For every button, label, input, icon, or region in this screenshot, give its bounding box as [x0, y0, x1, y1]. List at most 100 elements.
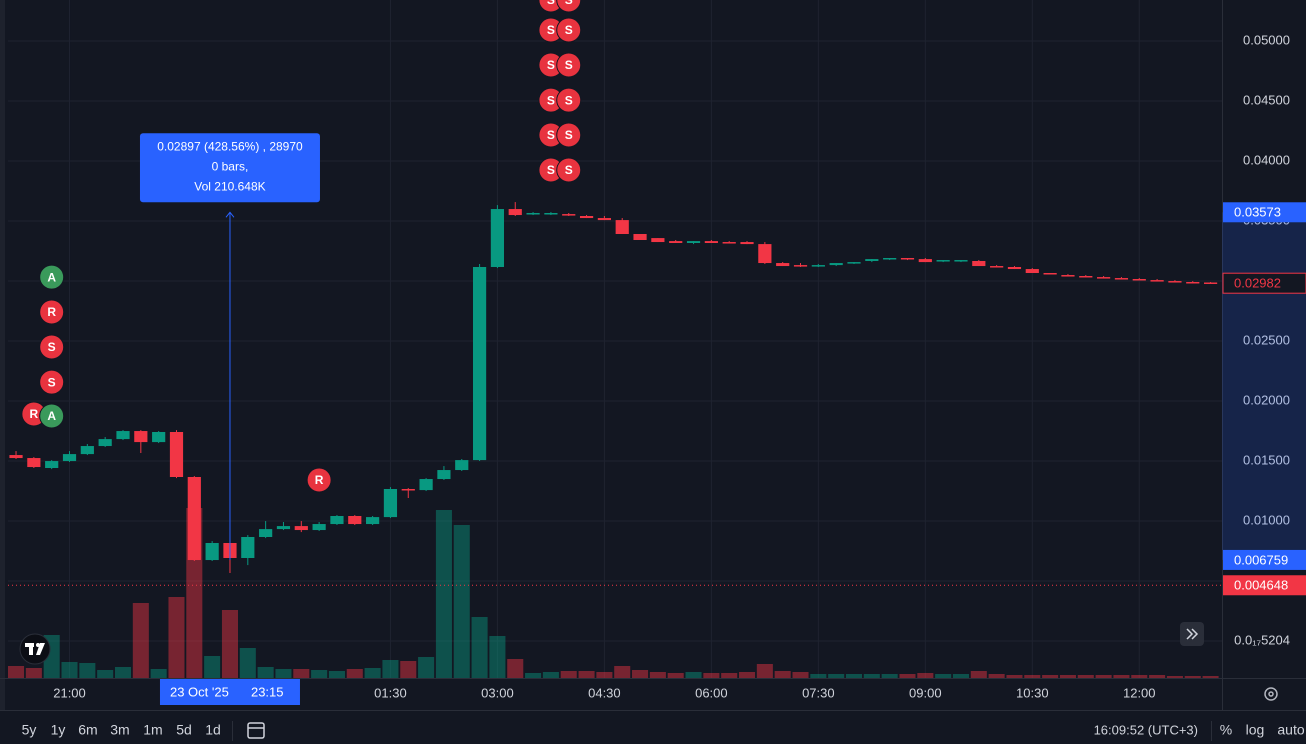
x-tick-label: 21:00: [53, 685, 86, 700]
candle-body: [811, 265, 825, 267]
signal-label: A: [47, 409, 56, 423]
candle-body: [972, 261, 986, 267]
volume-bar: [346, 669, 363, 678]
volume-bar: [614, 666, 631, 678]
scale-option[interactable]: auto: [1277, 722, 1304, 738]
volume-bar: [721, 673, 738, 678]
x-tick-label: 07:30: [802, 685, 835, 700]
volume-bar: [132, 603, 149, 678]
signal-label: S: [547, 23, 555, 37]
gear-center: [1268, 691, 1274, 697]
volume-bar: [400, 661, 417, 678]
price-label-box: [1223, 202, 1306, 223]
volume-bar: [489, 636, 506, 678]
signal-label: S: [547, 58, 555, 72]
toolbar: 16:09:52 (UTC+3) 5y 1y 6m 3m 1m 5d 1d% log auto: [22, 722, 1305, 738]
candle-body: [883, 258, 897, 260]
candle-body: [401, 489, 415, 491]
candle-body: [98, 439, 112, 447]
y-tick-label: 0.04500: [1243, 92, 1290, 107]
range-button[interactable]: 3m: [110, 722, 129, 738]
candle-body: [366, 517, 380, 525]
candle-body: [472, 267, 487, 461]
candle-body: [1150, 280, 1164, 282]
measure-text: 0 bars,: [212, 159, 249, 173]
measure-arrowhead: [225, 211, 235, 218]
volume-layer: [8, 508, 1219, 678]
candle-body: [615, 220, 629, 234]
candle-body: [651, 238, 665, 243]
range-button[interactable]: 1y: [51, 722, 66, 738]
signal-label: S: [547, 163, 555, 177]
calendar-button[interactable]: [247, 722, 265, 739]
gear-icon[interactable]: [1264, 687, 1278, 701]
volume-bar: [239, 648, 256, 678]
volume-bar: [917, 673, 934, 678]
scale-option[interactable]: %: [1220, 722, 1232, 738]
candle-body: [205, 543, 219, 561]
candle-body: [1132, 279, 1146, 281]
tv-logo: [19, 633, 51, 665]
signal-label: A: [47, 270, 56, 284]
candle-body: [954, 260, 968, 262]
candle-body: [918, 259, 932, 263]
candle-body: [865, 259, 879, 261]
x-tick-label: 06:00: [695, 685, 728, 700]
candle-body: [1186, 282, 1200, 284]
candle-body: [259, 529, 273, 537]
range-button[interactable]: 1d: [205, 722, 221, 738]
volume-bar: [810, 674, 827, 678]
signal-marker: [39, 403, 65, 429]
measure-text: Vol 210.648K: [194, 179, 265, 193]
volume-bar: [1184, 676, 1201, 678]
candle-body: [116, 431, 130, 440]
candle-body: [704, 241, 718, 243]
candle-body: [936, 260, 950, 262]
x-tick-label: 01:30: [374, 685, 407, 700]
volume-bar: [114, 667, 132, 678]
volume-bar: [435, 510, 452, 678]
candle-body: [776, 263, 790, 267]
volume-bar: [649, 672, 666, 678]
signal-label: S: [48, 375, 56, 389]
range-button[interactable]: 5d: [176, 722, 192, 738]
volume-bar: [1059, 675, 1076, 678]
settings-button[interactable]: [1264, 687, 1278, 701]
volume-bar: [845, 674, 863, 678]
volume-bar: [1131, 675, 1148, 678]
range-button[interactable]: 5y: [22, 722, 37, 738]
calendar-icon[interactable]: [247, 722, 265, 739]
price-label-box: [1223, 575, 1306, 596]
candle-body: [597, 218, 611, 221]
volume-bar: [935, 674, 952, 678]
volume-bar: [560, 671, 577, 678]
candle-body: [455, 460, 469, 471]
volume-bar: [79, 663, 96, 678]
volume-bar: [1006, 675, 1023, 678]
signal-label: S: [547, 128, 555, 142]
price-label-box: [1223, 549, 1306, 570]
scroll-button[interactable]: [1180, 622, 1204, 646]
volume-bar: [453, 525, 470, 678]
y-tick-label: 0.02000: [1243, 392, 1290, 407]
volume-bar: [275, 669, 292, 678]
volume-bar: [293, 669, 310, 678]
volume-bar: [150, 669, 167, 678]
volume-bar: [97, 670, 114, 678]
volume-bar: [542, 672, 559, 678]
volume-bar: [311, 670, 328, 678]
x-tick-label: 03:00: [481, 685, 514, 700]
scale-option[interactable]: log: [1246, 722, 1265, 738]
range-button[interactable]: 1m: [143, 722, 162, 738]
signal-marker: [39, 299, 65, 325]
signal-label: S: [48, 340, 56, 354]
candle-body: [294, 526, 308, 531]
price-label: 0.03573: [1234, 205, 1281, 220]
volume-bar: [863, 674, 880, 678]
range-button[interactable]: 6m: [78, 722, 97, 738]
candle-body: [1114, 278, 1129, 280]
candle-body: [187, 477, 201, 561]
x-tick-label: 12:00: [1123, 685, 1156, 700]
y-tick-label: 0.01000: [1243, 512, 1290, 527]
